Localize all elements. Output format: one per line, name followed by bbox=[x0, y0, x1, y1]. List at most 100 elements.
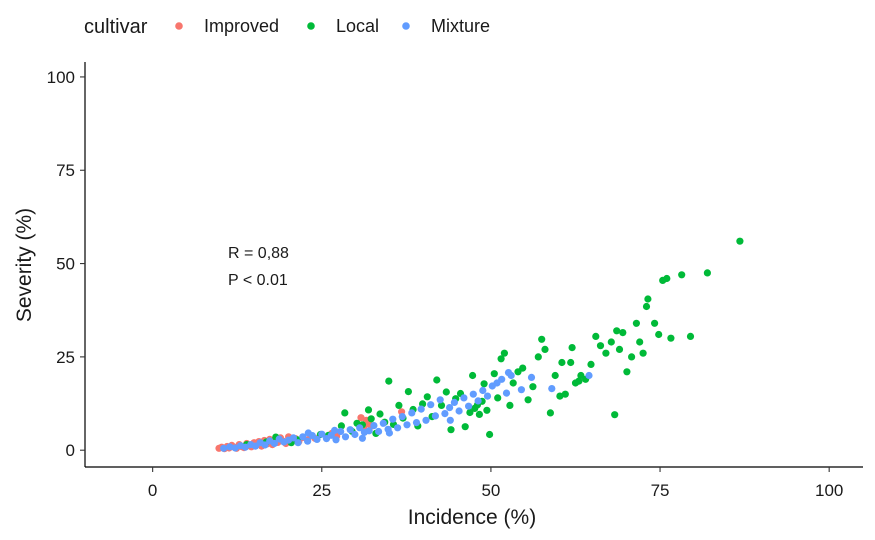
data-point bbox=[498, 375, 506, 383]
y-tick-label: 50 bbox=[56, 255, 75, 274]
data-point bbox=[331, 426, 339, 434]
data-point bbox=[341, 433, 350, 441]
data-point bbox=[442, 388, 450, 396]
data-point bbox=[607, 338, 615, 346]
data-point bbox=[736, 237, 744, 245]
x-tick-label: 25 bbox=[312, 481, 331, 500]
legend: cultivar Improved Local Mixture bbox=[84, 16, 490, 38]
data-point bbox=[289, 434, 297, 442]
data-point bbox=[587, 360, 595, 368]
legend-key bbox=[307, 22, 315, 30]
data-point bbox=[313, 435, 321, 443]
data-point bbox=[556, 392, 564, 400]
data-point bbox=[504, 369, 513, 377]
data-point bbox=[636, 338, 644, 346]
data-point bbox=[611, 411, 619, 419]
x-tick-label: 75 bbox=[651, 481, 670, 500]
y-tick-label: 25 bbox=[56, 348, 75, 367]
data-point bbox=[546, 409, 555, 417]
data-point bbox=[431, 412, 439, 420]
data-point bbox=[686, 332, 695, 340]
data-point bbox=[370, 422, 378, 430]
data-point bbox=[365, 427, 373, 435]
legend-key bbox=[402, 22, 410, 30]
data-point bbox=[519, 364, 527, 372]
data-point bbox=[337, 422, 345, 430]
annotation-p: P < 0.01 bbox=[228, 272, 288, 289]
legend-label: Improved bbox=[204, 16, 279, 36]
data-point bbox=[469, 390, 477, 398]
data-point bbox=[351, 430, 359, 439]
data-point bbox=[455, 407, 463, 415]
data-point bbox=[408, 409, 416, 417]
y-tick-label: 75 bbox=[56, 161, 75, 180]
data-point bbox=[639, 349, 647, 357]
data-point bbox=[592, 332, 600, 340]
data-point bbox=[632, 319, 641, 327]
data-point bbox=[394, 424, 402, 432]
x-tick-label: 100 bbox=[815, 481, 843, 500]
data-point bbox=[357, 414, 365, 422]
y-tick-label: 0 bbox=[66, 441, 75, 460]
data-point bbox=[529, 383, 537, 391]
data-point bbox=[475, 410, 483, 418]
data-point bbox=[436, 396, 444, 404]
data-point bbox=[575, 377, 583, 385]
data-point bbox=[294, 439, 302, 447]
data-points bbox=[215, 237, 744, 453]
data-point bbox=[585, 371, 593, 380]
data-point bbox=[548, 385, 556, 393]
x-axis-ticks: 0 25 50 75 100 bbox=[148, 467, 843, 500]
data-point bbox=[490, 370, 498, 378]
data-point bbox=[412, 419, 421, 427]
data-point bbox=[623, 368, 631, 376]
data-point bbox=[346, 426, 354, 434]
data-point bbox=[403, 421, 411, 429]
data-point bbox=[427, 401, 435, 409]
series-mixture bbox=[220, 369, 593, 452]
legend-key bbox=[175, 22, 183, 30]
data-point bbox=[304, 429, 312, 437]
data-point bbox=[483, 406, 491, 414]
data-point bbox=[466, 408, 474, 417]
x-axis-title: Incidence (%) bbox=[408, 506, 536, 529]
data-point bbox=[395, 401, 403, 409]
data-point bbox=[358, 434, 366, 442]
data-point bbox=[376, 410, 384, 418]
y-tick-label: 100 bbox=[47, 68, 75, 87]
data-point bbox=[367, 415, 375, 423]
data-point bbox=[231, 444, 239, 452]
data-point bbox=[551, 371, 559, 380]
data-point bbox=[389, 415, 397, 423]
data-point bbox=[423, 393, 431, 401]
data-point bbox=[375, 427, 383, 436]
data-point bbox=[655, 330, 663, 339]
data-point bbox=[541, 345, 549, 353]
data-point bbox=[379, 419, 387, 427]
plot-area: 0 25 50 75 100 0 25 50 75 100 R = 0,88 P < 0.01 bbox=[47, 62, 863, 500]
data-point bbox=[527, 373, 536, 381]
data-point bbox=[500, 349, 508, 357]
data-point bbox=[364, 406, 373, 414]
legend-title: cultivar bbox=[84, 16, 148, 38]
legend-label: Local bbox=[336, 16, 379, 36]
data-point bbox=[667, 334, 675, 342]
data-point bbox=[404, 388, 412, 396]
x-tick-label: 0 bbox=[148, 481, 157, 500]
data-point bbox=[447, 426, 455, 434]
data-point bbox=[446, 404, 454, 412]
data-point bbox=[385, 429, 393, 437]
data-point bbox=[465, 402, 473, 410]
data-point bbox=[332, 436, 340, 444]
data-point bbox=[642, 302, 651, 311]
data-point bbox=[304, 437, 312, 445]
data-point bbox=[226, 443, 234, 451]
data-point bbox=[474, 397, 482, 405]
data-point bbox=[422, 416, 430, 424]
data-point bbox=[433, 376, 441, 384]
data-point bbox=[558, 358, 566, 367]
data-point bbox=[486, 430, 494, 439]
legend-label: Mixture bbox=[431, 16, 490, 36]
data-point bbox=[534, 353, 542, 361]
